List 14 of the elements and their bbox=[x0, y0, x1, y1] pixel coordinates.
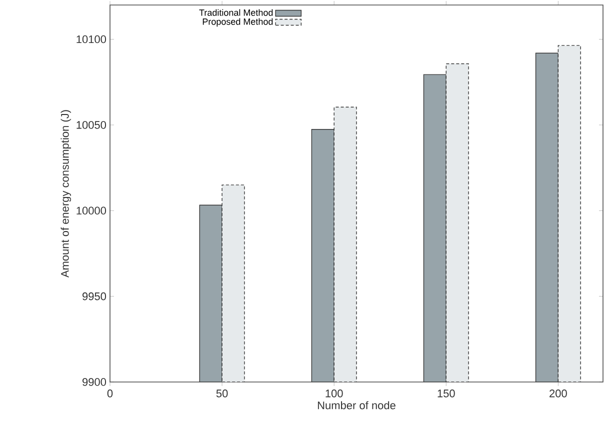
x-tick-label: 200 bbox=[550, 390, 567, 398]
y-tick-label: 10100 bbox=[76, 35, 106, 44]
x-tick-label: 50 bbox=[216, 390, 228, 398]
y-tick-label: 10050 bbox=[76, 121, 106, 129]
x-axis-title: Number of node bbox=[318, 401, 396, 410]
x-tick-label: 0 bbox=[107, 390, 113, 398]
y-tick-label: 10000 bbox=[76, 206, 106, 215]
legend-label: Proposed Method bbox=[202, 18, 273, 27]
x-tick-label: 100 bbox=[326, 390, 343, 398]
legend-label: Traditional Method bbox=[199, 9, 273, 16]
y-axis-title: Amount of energy consumption (J) bbox=[60, 110, 72, 278]
y-tick-label: 9950 bbox=[82, 292, 106, 300]
y-tick-label: 9900 bbox=[82, 378, 106, 386]
x-tick-label: 150 bbox=[438, 390, 455, 398]
